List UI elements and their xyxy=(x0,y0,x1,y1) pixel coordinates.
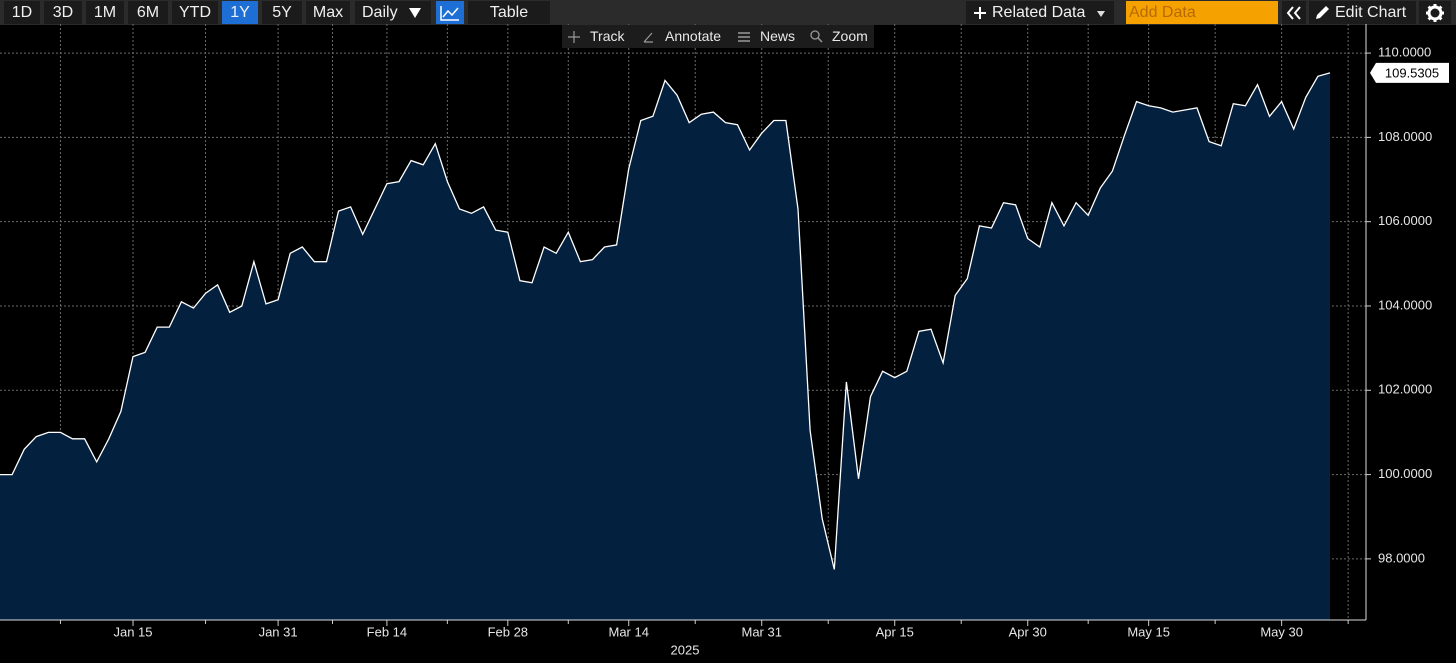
dropdown-arrow xyxy=(1097,11,1105,17)
area-fill xyxy=(0,72,1330,620)
x-tick-label: Feb 28 xyxy=(488,624,528,639)
add-data-input[interactable]: Add Data xyxy=(1126,1,1278,24)
edit-chart-label: Edit Chart xyxy=(1335,4,1407,21)
last-value-label: 109.5305 xyxy=(1385,65,1439,80)
y-tick-label: 98.0000 xyxy=(1378,550,1425,565)
chart-tool[interactable]: Track xyxy=(590,28,625,44)
chart-tool[interactable]: Annotate xyxy=(665,28,722,44)
y-tick-label: 100.0000 xyxy=(1378,466,1432,481)
y-tick-label: 110.0000 xyxy=(1378,45,1431,60)
chart-view-button[interactable] xyxy=(436,1,464,24)
dropdown-arrow xyxy=(409,8,421,18)
x-tick-label: Apr 15 xyxy=(876,624,914,639)
x-tick-label: Jan 31 xyxy=(259,624,298,639)
range-button[interactable]: 1M xyxy=(86,1,124,24)
range-button[interactable]: YTD xyxy=(172,1,218,24)
y-tick-label: 106.0000 xyxy=(1378,213,1432,228)
related-data-button[interactable]: Related Data xyxy=(966,1,1114,24)
x-tick-label: Mar 14 xyxy=(608,624,648,639)
chart-tool[interactable]: News xyxy=(760,28,796,44)
last-value-box xyxy=(1370,62,1449,83)
collapse-button[interactable] xyxy=(1282,1,1306,24)
gear-icon xyxy=(1426,4,1444,22)
y-tick-label: 102.0000 xyxy=(1378,382,1432,397)
pencil-icon xyxy=(1316,6,1329,19)
edit-chart-button[interactable]: Edit Chart xyxy=(1309,1,1416,24)
line-chart-icon xyxy=(440,6,459,21)
add-data-placeholder: Add Data xyxy=(1129,4,1196,21)
frequency-label: Daily xyxy=(362,4,398,21)
frequency-dropdown[interactable]: Daily xyxy=(355,1,431,24)
x-axis-label: 2025 xyxy=(671,642,700,657)
x-tick-label: May 15 xyxy=(1127,624,1170,639)
double-chevron-icon xyxy=(1286,6,1301,20)
range-button[interactable]: 1D xyxy=(4,1,40,24)
range-button[interactable]: Max xyxy=(306,1,350,24)
range-button[interactable]: 6M xyxy=(128,1,168,24)
x-tick-label: May 30 xyxy=(1260,624,1303,639)
plus-icon xyxy=(974,7,986,19)
y-tick-label: 104.0000 xyxy=(1378,297,1432,312)
x-tick-label: Apr 30 xyxy=(1009,624,1047,639)
y-tick-label: 108.0000 xyxy=(1378,129,1432,144)
x-tick-label: Feb 14 xyxy=(367,624,407,639)
range-button[interactable]: 1Y xyxy=(222,1,258,24)
x-tick-label: Jan 15 xyxy=(113,624,152,639)
table-button[interactable]: Table xyxy=(468,1,550,24)
x-tick-label: Mar 31 xyxy=(741,624,781,639)
chart-tool[interactable]: Zoom xyxy=(832,28,868,44)
range-button[interactable]: 5Y xyxy=(262,1,302,24)
table-label: Table xyxy=(489,4,529,21)
range-button[interactable]: 3D xyxy=(44,1,82,24)
price-line xyxy=(0,72,1331,570)
related-data-label: Related Data xyxy=(992,4,1086,21)
chart-tools: Track Annotate News Zoom xyxy=(562,25,874,48)
settings-button[interactable] xyxy=(1419,1,1451,24)
toolbar: Daily Table Related Data Add Data Edit C… xyxy=(0,0,1456,25)
